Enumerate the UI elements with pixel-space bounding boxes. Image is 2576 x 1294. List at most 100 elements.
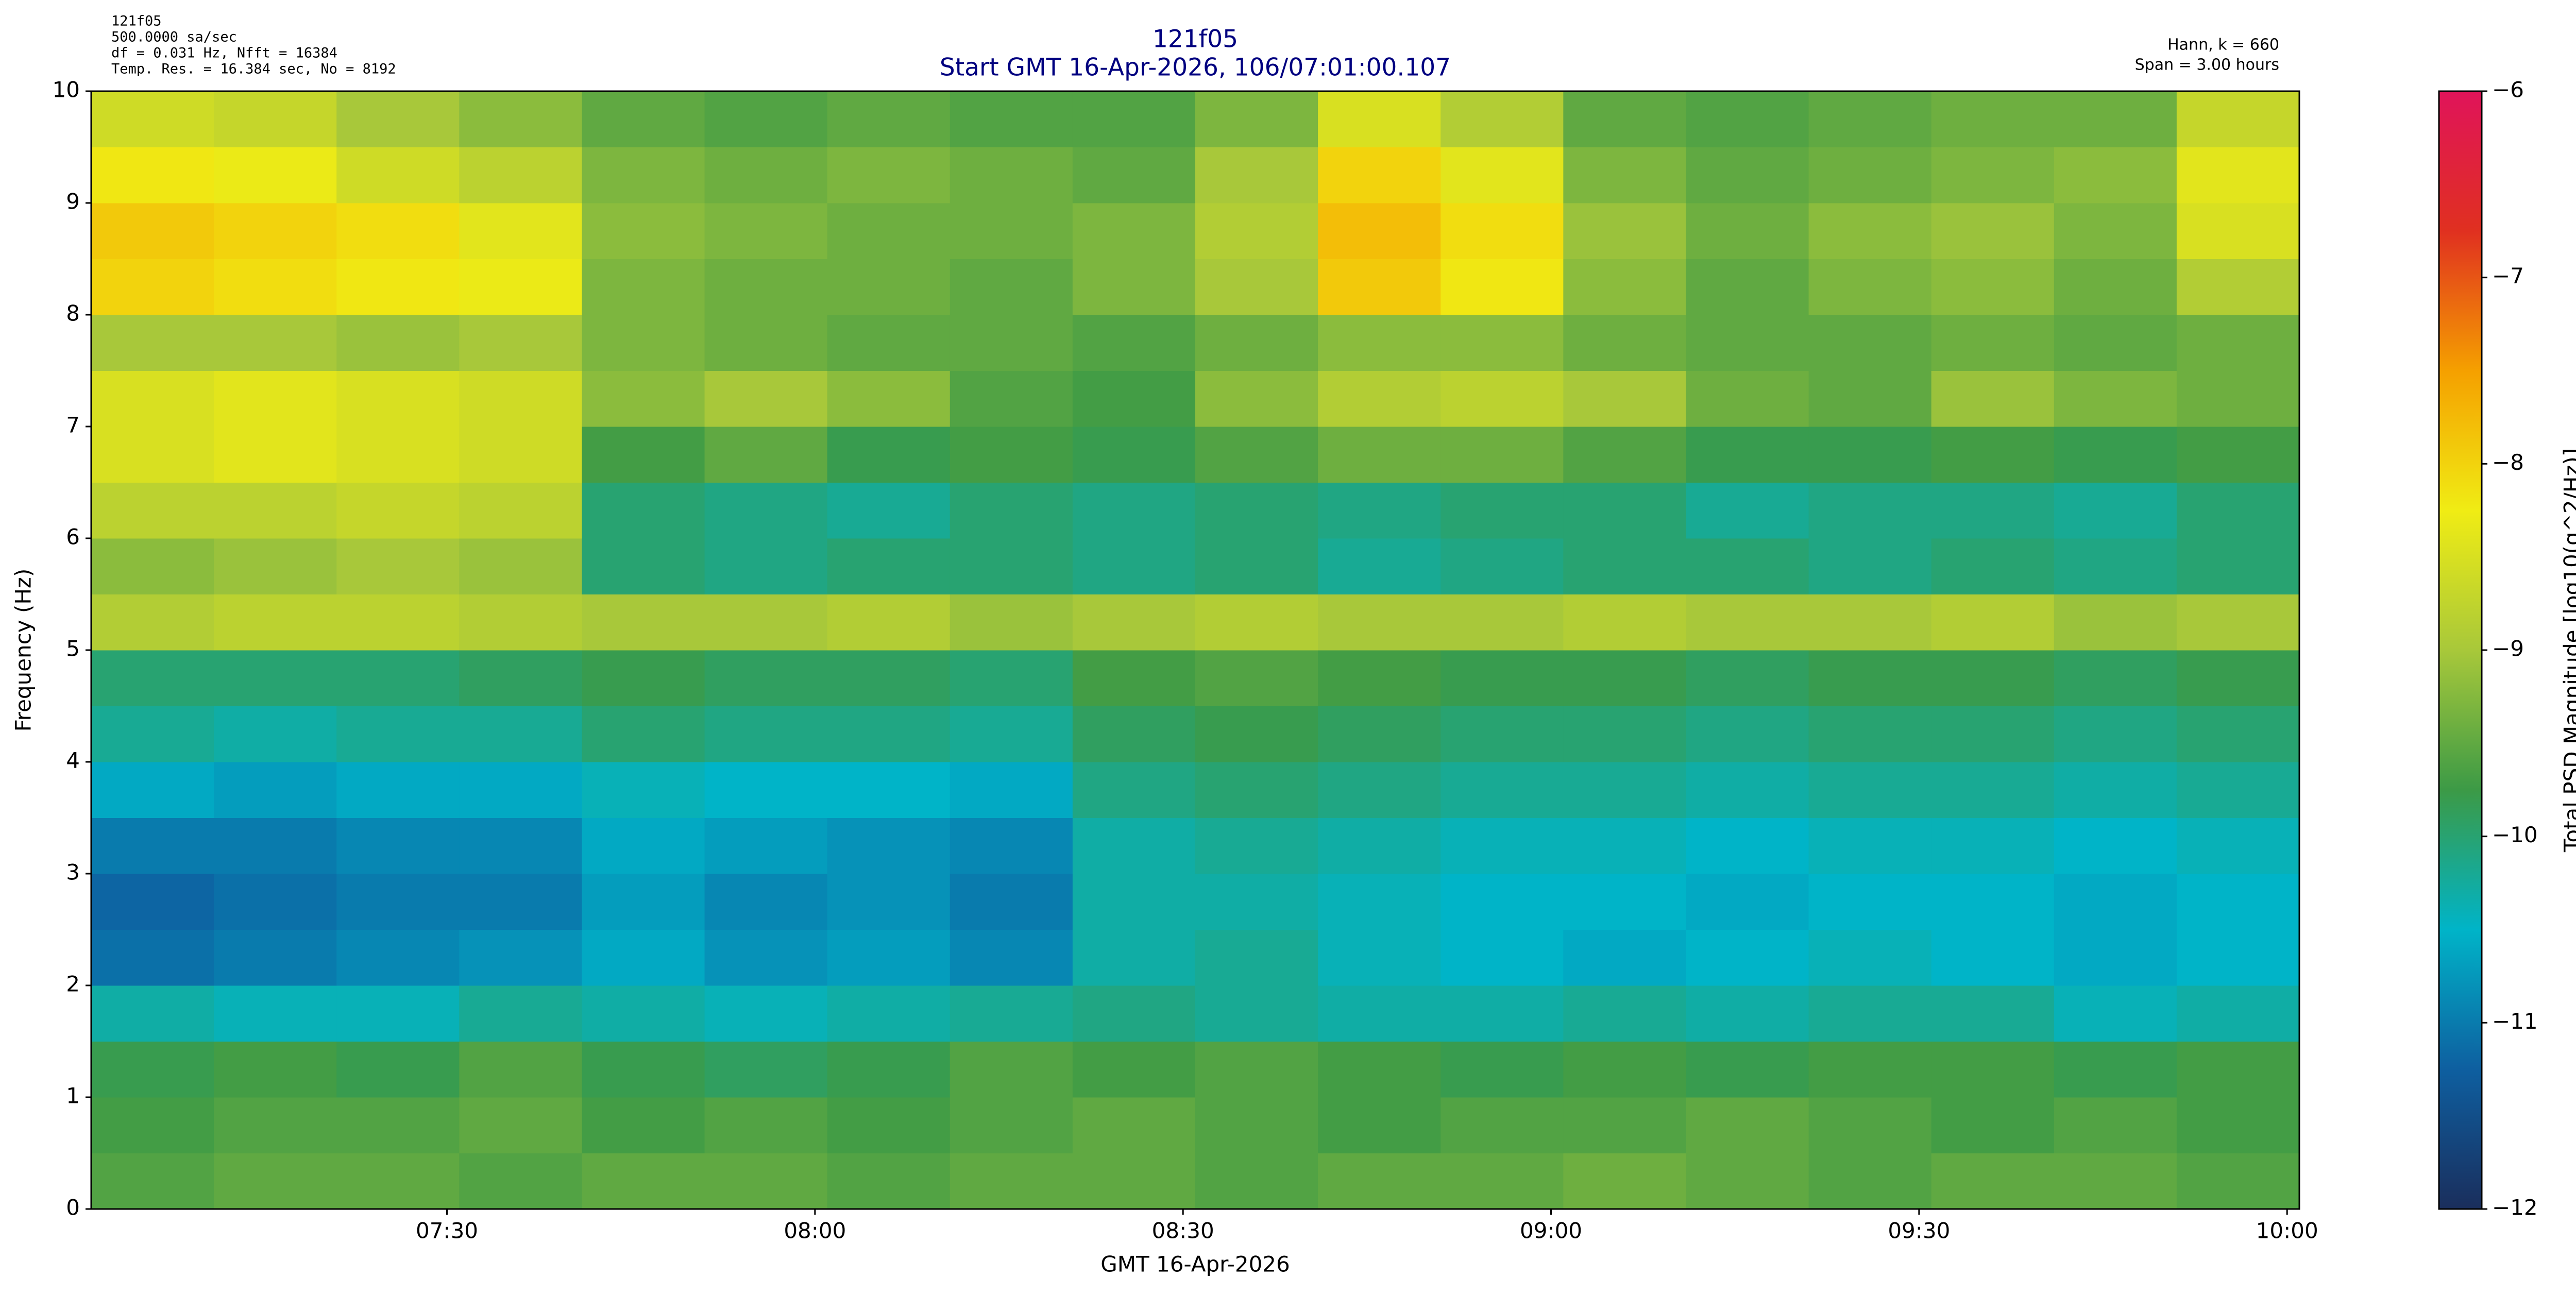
heatmap-cell — [1563, 762, 1686, 818]
heatmap-cell — [214, 594, 337, 651]
heatmap-cell — [827, 818, 951, 874]
heatmap-cell — [1686, 1041, 1809, 1098]
heatmap-cell — [1563, 1153, 1686, 1210]
heatmap-cell — [704, 482, 828, 539]
heatmap-cell — [2054, 315, 2177, 371]
heatmap-cell — [827, 259, 951, 315]
heatmap-cell — [1686, 762, 1809, 818]
heatmap-cell — [827, 315, 951, 371]
heatmap-cell — [1686, 259, 1809, 315]
x-tick-label: 09:30 — [1888, 1218, 1950, 1244]
heatmap-cell — [1072, 1097, 1196, 1153]
heatmap-cell — [582, 203, 705, 259]
heatmap-cell — [336, 874, 460, 930]
heatmap-cell — [1686, 482, 1809, 539]
heatmap-cell — [1808, 1097, 1932, 1153]
heatmap-cell — [1195, 1097, 1318, 1153]
heatmap-cell — [1931, 818, 2055, 874]
heatmap-cell — [459, 762, 582, 818]
heatmap-cell — [459, 91, 582, 147]
heatmap-cell — [1931, 1153, 2055, 1210]
y-tick-label: 5 — [66, 636, 80, 661]
heatmap-cell — [1931, 985, 2055, 1042]
heatmap-cell — [1318, 929, 1441, 986]
colorbar — [2438, 90, 2483, 1210]
heatmap-cell — [1072, 818, 1196, 874]
heatmap-cell — [827, 538, 951, 594]
heatmap-cell — [827, 762, 951, 818]
heatmap-cell — [1686, 650, 1809, 706]
heatmap-cell — [214, 91, 337, 147]
heatmap-cell — [2176, 203, 2300, 259]
heatmap-cell — [2176, 650, 2300, 706]
heatmap-cell — [1931, 259, 2055, 315]
heatmap-cell — [214, 427, 337, 483]
heatmap-cell — [1931, 538, 2055, 594]
heatmap-cell — [827, 203, 951, 259]
heatmap-cell — [704, 1041, 828, 1098]
heatmap-cell — [1072, 929, 1196, 986]
heatmap-cell — [1808, 91, 1932, 147]
heatmap-cell — [1931, 315, 2055, 371]
heatmap-cell — [2176, 985, 2300, 1042]
heatmap-cell — [704, 147, 828, 203]
info-left: 500.0000 sa/sec — [111, 29, 237, 45]
heatmap-cell — [1072, 650, 1196, 706]
heatmap-cell — [2176, 1097, 2300, 1153]
heatmap-cell — [91, 706, 214, 762]
heatmap-cell — [214, 650, 337, 706]
heatmap-cell — [1808, 929, 1932, 986]
heatmap-cell — [950, 1041, 1073, 1098]
heatmap-cell — [1563, 1097, 1686, 1153]
heatmap-cell — [1563, 427, 1686, 483]
heatmap-cell — [582, 538, 705, 594]
heatmap-cell — [1931, 650, 2055, 706]
heatmap-cell — [1686, 985, 1809, 1042]
heatmap-cell — [1931, 91, 2055, 147]
y-tick-label: 0 — [66, 1195, 80, 1220]
heatmap-cell — [1440, 985, 1564, 1042]
heatmap-cell — [1318, 315, 1441, 371]
heatmap-cell — [2054, 259, 2177, 315]
heatmap-cell — [2176, 147, 2300, 203]
heatmap-cell — [91, 874, 214, 930]
heatmap-cell — [1440, 929, 1564, 986]
heatmap-cell — [1563, 147, 1686, 203]
heatmap-cell — [1318, 594, 1441, 651]
heatmap-cell — [1808, 818, 1932, 874]
heatmap-cell — [336, 259, 460, 315]
heatmap-cell — [1440, 538, 1564, 594]
heatmap-cell — [459, 1153, 582, 1210]
heatmap-cell — [1440, 370, 1564, 427]
heatmap-cell — [459, 650, 582, 706]
heatmap-cell — [950, 538, 1073, 594]
heatmap-cell — [336, 315, 460, 371]
heatmap-cell — [1686, 538, 1809, 594]
heatmap-cell — [704, 259, 828, 315]
heatmap-cell — [1072, 147, 1196, 203]
heatmap-cell — [91, 1097, 214, 1153]
heatmap-cell — [459, 594, 582, 651]
heatmap-cell — [1931, 147, 2055, 203]
heatmap-cell — [1440, 203, 1564, 259]
heatmap-cell — [336, 594, 460, 651]
heatmap-cell — [950, 818, 1073, 874]
heatmap-cell — [336, 706, 460, 762]
heatmap-cell — [214, 370, 337, 427]
heatmap-cell — [1072, 91, 1196, 147]
heatmap-cell — [2176, 427, 2300, 483]
heatmap-cell — [2054, 482, 2177, 539]
y-tick-label: 7 — [66, 413, 80, 438]
y-axis-label: Frequency (Hz) — [11, 569, 36, 732]
heatmap-cell — [582, 91, 705, 147]
heatmap-cell — [1195, 1153, 1318, 1210]
heatmap-cell — [336, 91, 460, 147]
heatmap-cell — [1318, 1097, 1441, 1153]
heatmap-cell — [336, 929, 460, 986]
heatmap-cell — [1318, 874, 1441, 930]
heatmap-cell — [1318, 91, 1441, 147]
info-right: Hann, k = 660 — [2167, 36, 2279, 54]
heatmap-cell — [214, 929, 337, 986]
heatmap-cell — [827, 985, 951, 1042]
heatmap-cell — [704, 762, 828, 818]
